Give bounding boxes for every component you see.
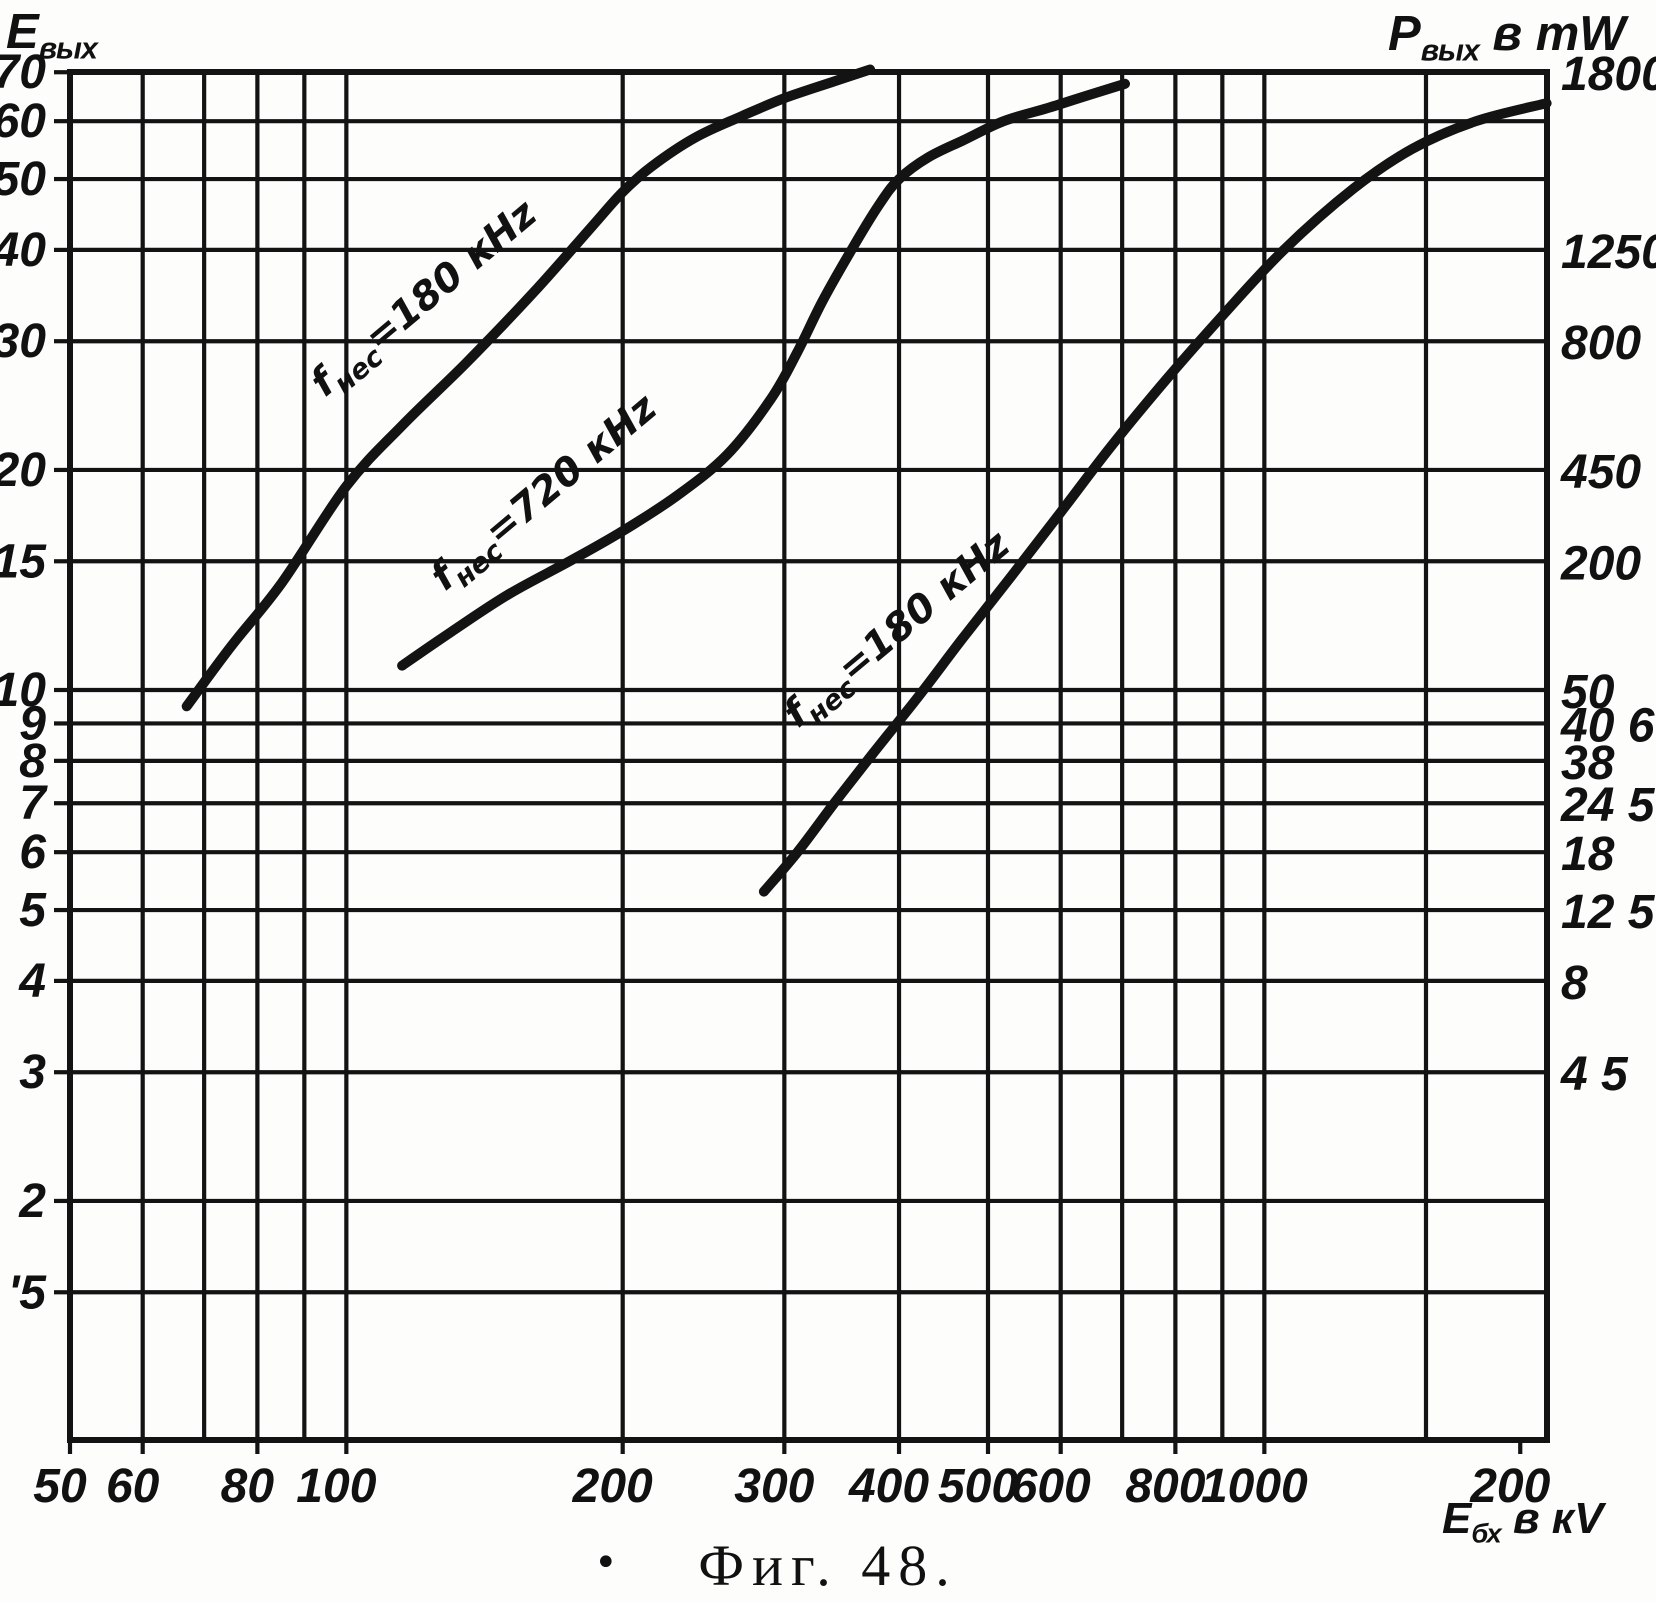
y-axis-tick-label-2: 2	[18, 1175, 46, 1228]
x-axis-tick-label-11: 200	[1469, 1460, 1550, 1513]
y-axis-tick-label-9: 9	[19, 697, 46, 750]
plot-frame	[67, 69, 1550, 1443]
y-axis-tick-label-'5: '5	[8, 1266, 47, 1319]
caption-bullet: •	[594, 1540, 618, 1586]
bottom-axis-title-sub: бх	[1471, 1517, 1501, 1549]
y-axis-tick-label-3: 3	[19, 1046, 46, 1099]
curve-1	[397, 78, 1130, 671]
y-axis-tick-label-30: 30	[0, 315, 46, 368]
right-axis-label-1800: 1800	[1561, 48, 1656, 101]
y-axis-tick-label-20: 20	[0, 444, 46, 497]
left-axis-title: Eвых	[6, 4, 98, 67]
y-axis-tick-label-40: 40	[0, 224, 46, 277]
right-axis-title-sub: вых	[1420, 33, 1480, 68]
right-axis-title-main: P	[1388, 7, 1421, 61]
right-axis-label-800: 800	[1561, 317, 1641, 370]
x-axis-tick-label-4: 200	[572, 1460, 653, 1513]
right-axis-title-rest: в mW	[1478, 7, 1626, 61]
y-axis-tick-label-6: 6	[19, 826, 46, 879]
x-axis-tick-label-0: 50	[33, 1460, 87, 1513]
right-axis-label-50: 50	[1561, 666, 1615, 719]
curve-2	[758, 98, 1552, 897]
x-axis-tick-label-10: 1000	[1201, 1460, 1308, 1513]
x-axis-tick-label-6: 400	[848, 1460, 929, 1513]
y-axis-tick-label-5: 5	[19, 884, 47, 937]
y-axis-tick-label-15: 15	[0, 535, 47, 588]
figure-caption: Фиг. 48.	[698, 1533, 958, 1598]
x-axis-tick-label-1: 60	[106, 1460, 160, 1513]
bottom-axis-title: Eбх в кV	[1442, 1494, 1603, 1550]
right-axis-label-40 6: 40 6	[1560, 699, 1655, 752]
y-axis-tick-label-8: 8	[19, 735, 46, 788]
right-axis-label-24 5: 24 5	[1560, 779, 1656, 832]
x-axis-tick-label-7: 500	[938, 1460, 1018, 1513]
right-axis-label-200: 200	[1560, 537, 1641, 590]
bottom-axis-title-rest: в кV	[1500, 1494, 1604, 1543]
x-axis-tick-label-3: 100	[296, 1460, 376, 1513]
y-axis-tick-label-7: 7	[19, 777, 48, 830]
y-axis-tick-label-10: 10	[0, 664, 46, 717]
x-axis-tick-label-9: 800	[1125, 1460, 1205, 1513]
y-axis-tick-label-4: 4	[18, 955, 46, 1008]
curve-0	[181, 64, 876, 712]
right-axis-label-1250: 1250	[1561, 226, 1656, 279]
right-axis-label-4 5: 4 5	[1560, 1048, 1629, 1101]
y-axis-tick-label-60: 60	[0, 95, 46, 148]
right-axis-label-450: 450	[1560, 446, 1641, 499]
x-axis-tick-label-8: 600	[1011, 1460, 1091, 1513]
x-axis-tick-label-5: 300	[734, 1460, 814, 1513]
x-axis-tick-label-2: 80	[221, 1460, 275, 1513]
y-axis-tick-label-50: 50	[0, 153, 46, 206]
right-axis-label-18: 18	[1561, 828, 1615, 881]
left-axis-title-main: E	[6, 5, 39, 59]
left-axis-title-sub: вых	[38, 31, 98, 66]
bottom-axis-title-main: E	[1442, 1494, 1472, 1543]
right-axis-label-12 5: 12 5	[1561, 886, 1656, 939]
right-axis-label-38: 38	[1561, 737, 1615, 790]
right-axis-title: Pвых в mW	[1388, 6, 1626, 69]
right-axis-label-8: 8	[1561, 957, 1588, 1010]
y-axis-tick-label-70: 70	[0, 46, 46, 99]
